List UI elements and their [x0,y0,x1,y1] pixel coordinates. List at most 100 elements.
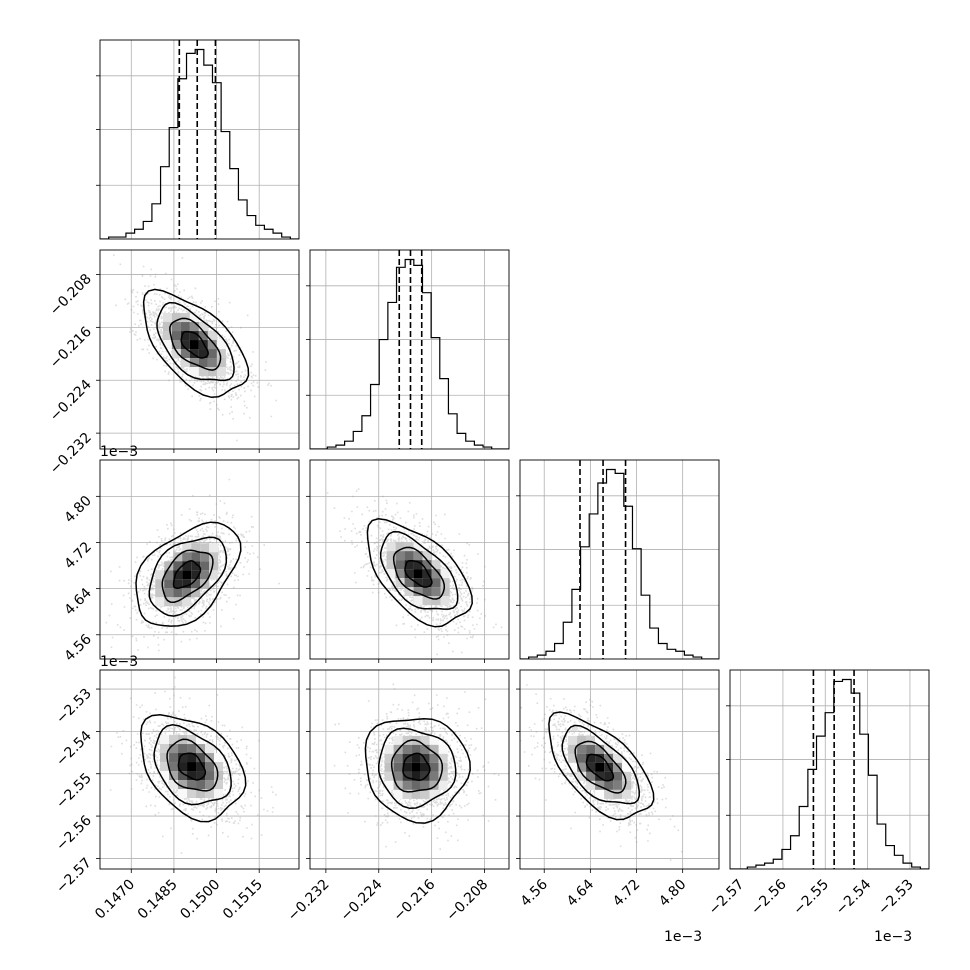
density-cell [162,331,172,341]
density-cell [187,744,197,754]
density-cell [214,780,224,790]
density-cell [386,560,396,570]
x-tick-label-1-3: −0.208 [443,877,491,925]
density-cell [196,771,206,781]
density-cell [189,367,199,377]
contour-1 [169,317,222,371]
contour-2 [561,724,640,805]
density-cell [420,780,430,790]
density-cell [191,570,201,580]
density-cell [171,340,181,350]
density-cells [162,313,226,377]
density-cell [431,587,441,597]
density-cell [440,578,450,588]
density-cell [200,570,210,580]
density-cell [393,753,403,763]
density-cell [586,762,596,772]
scatter-panel-3-2 [516,669,720,873]
density-cell [404,542,414,552]
density-cell [402,762,412,772]
density-cell [189,358,199,368]
y-tick-label-1-0: −0.232 [47,430,95,478]
x-tick-label-0-2: 0.1500 [177,877,223,923]
density-cell [411,753,421,763]
contour-1 [574,740,627,794]
density-cell [595,780,605,790]
density-cell [187,753,197,763]
density-cell [209,552,219,562]
density-cell [189,331,199,341]
density-cell [187,789,197,799]
x-tick-label-3-3: −2.54 [833,876,875,918]
density-cell [402,780,412,790]
density-cell [196,762,206,772]
density-cell [420,762,430,772]
histogram-panel-1 [306,249,510,450]
density-cell [180,349,190,359]
density-cell [604,753,614,763]
density-cell [189,340,199,350]
contour-3 [140,714,247,823]
panel-frame [519,459,720,660]
density-cell [613,771,623,781]
density-cell [160,762,170,772]
y-tick-label-1-2: −0.216 [47,324,95,372]
density-cell [613,780,623,790]
density-cell [209,543,219,553]
y-tick-label-2-3: 4.80 [61,493,94,526]
density-cell [196,753,206,763]
density-cell [214,753,224,763]
x-tick-label-3-2: −2.55 [790,877,832,919]
density-cell [595,735,605,745]
density-cell [155,588,165,598]
contour-1 [392,546,446,600]
density-cell [205,789,215,799]
density-cell [162,313,172,323]
density-cell [187,735,197,745]
density-cell [413,542,423,552]
density-cell [586,780,596,790]
contour-2 [377,727,457,810]
panel-frame [99,39,300,240]
x-tick-label-2-2: 4.72 [610,877,643,910]
density-cell [395,578,405,588]
contour-0 [585,753,615,782]
density-cell [429,780,439,790]
density-cell [384,762,394,772]
density-cell [180,313,190,323]
density-cell [429,735,439,745]
density-cell [431,569,441,579]
density-cell [178,780,188,790]
density-cell [205,744,215,754]
density-cell [191,543,201,553]
density-cell [411,744,421,754]
density-cell [586,744,596,754]
density-cell [395,551,405,561]
contour-1 [390,739,444,793]
density-cell [404,578,414,588]
panel-frame [519,669,720,870]
density-cell [169,780,179,790]
x-tick-label-1-2: −0.216 [391,876,439,924]
density-cell [198,358,208,368]
density-cell [216,340,226,350]
density-cell [402,735,412,745]
density-cell [384,744,394,754]
density-cell [173,561,183,571]
density-cell [155,570,165,580]
density-cell [586,753,596,763]
x-tick-label-2-1: 4.64 [564,876,597,909]
y-offset-label-3: 1e−3 [100,654,138,670]
density-cell [577,744,587,754]
contour-2 [379,530,459,610]
density-cell [164,570,174,580]
contour-3 [142,288,250,399]
density-cell [191,588,201,598]
density-cell [180,358,190,368]
panel-frame [99,669,300,870]
density-cell [160,753,170,763]
density-cell [178,789,188,799]
y-tick-label-3-3: −2.54 [53,728,95,770]
density-cell [577,735,587,745]
density-cell [178,744,188,754]
